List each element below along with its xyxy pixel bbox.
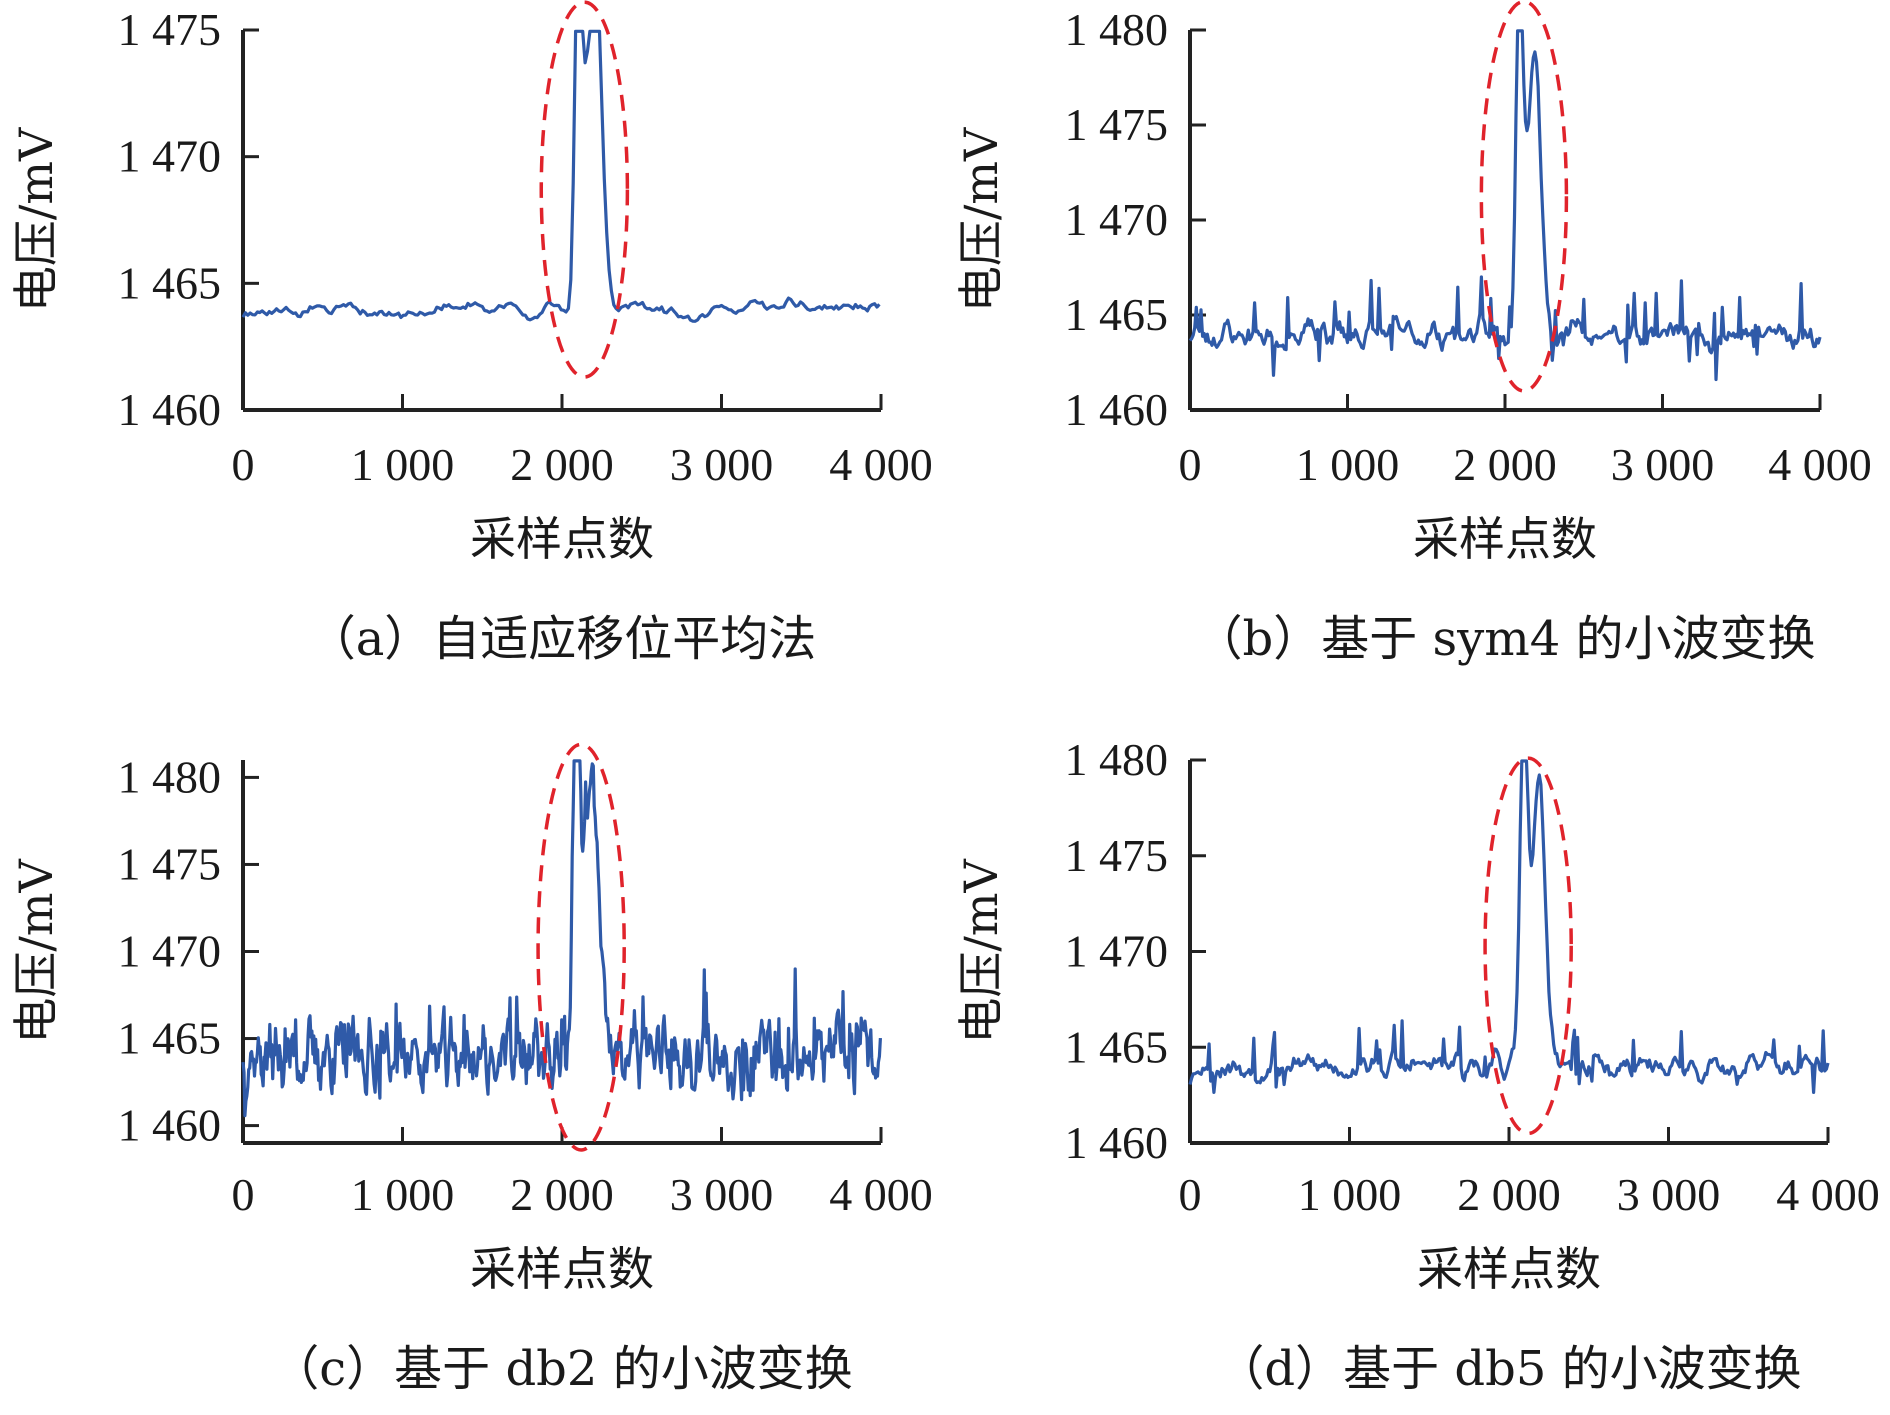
y-tick-label: 1 470 [118, 926, 222, 977]
x-tick-label: 4 000 [1776, 1169, 1880, 1220]
peak-highlight-ellipse [1479, 0, 1569, 393]
panel-caption: （c）基于 db2 的小波变换 [271, 1341, 852, 1397]
y-tick-label: 1 470 [1065, 194, 1169, 245]
signal-trace [1188, 29, 1822, 382]
x-tick-label: 3 000 [670, 1169, 774, 1220]
x-tick-label: 4 000 [829, 439, 933, 490]
x-tick-label: 0 [1179, 439, 1202, 490]
peak-highlight-ellipse [536, 742, 626, 1152]
y-tick-label: 1 475 [118, 4, 222, 55]
panel-caption: （d）基于 db5 的小波变换 [1216, 1341, 1801, 1397]
panel-caption: （a）自适应移位平均法 [308, 611, 817, 667]
y-tick-label: 1 480 [118, 751, 222, 802]
x-tick-label: 1 000 [1298, 1169, 1402, 1220]
signal-trace [241, 29, 881, 323]
chart-panel-a: 1 460 1 465 1 470 1 475 0 1 000 2 000 3 000 4 00… [9, 0, 933, 667]
chart-panel-c: 1 460 1 465 1 470 1 475 1 480 0 1 000 2 000 3 00… [9, 742, 933, 1397]
x-tick-label: 2 000 [1453, 439, 1557, 490]
x-tick-label: 2 000 [510, 1169, 614, 1220]
peak-highlight-ellipse [539, 0, 630, 379]
y-tick-label: 1 480 [1065, 4, 1169, 55]
signal-trace [1188, 759, 1830, 1095]
x-tick-label: 3 000 [1611, 439, 1715, 490]
peak-highlight-ellipse [1483, 756, 1573, 1136]
y-axis-title: 电压/mV [954, 859, 1008, 1044]
x-axis-title: 采样点数 [1417, 1242, 1601, 1296]
x-tick-label: 0 [232, 1169, 255, 1220]
x-tick-label: 3 000 [1617, 1169, 1721, 1220]
x-tick-label: 1 000 [351, 439, 455, 490]
x-tick-label: 2 000 [510, 439, 614, 490]
y-tick-label: 1 460 [118, 384, 222, 435]
y-axis-title: 电压/mV [9, 127, 63, 312]
y-tick-label: 1 465 [118, 257, 222, 308]
x-tick-label: 4 000 [829, 1169, 933, 1220]
x-axis-title: 采样点数 [1413, 512, 1597, 566]
x-tick-label: 0 [1179, 1169, 1202, 1220]
y-tick-label: 1 475 [1065, 99, 1169, 150]
y-axis-title: 电压/mV [9, 859, 63, 1044]
x-tick-label: 2 000 [1457, 1169, 1561, 1220]
x-tick-label: 4 000 [1768, 439, 1872, 490]
y-tick-label: 1 470 [118, 131, 222, 182]
y-tick-label: 1 460 [1065, 1117, 1169, 1168]
x-axis-title: 采样点数 [470, 1242, 654, 1296]
y-tick-label: 1 460 [1065, 384, 1169, 435]
chart-panel-d: 1 460 1 465 1 470 1 475 1 480 0 1 000 2 000 3 00… [954, 734, 1880, 1397]
x-tick-label: 1 000 [351, 1169, 455, 1220]
y-tick-label: 1 460 [118, 1100, 222, 1151]
y-tick-label: 1 475 [1065, 830, 1169, 881]
signal-trace [241, 759, 882, 1118]
y-tick-label: 1 480 [1065, 734, 1169, 785]
y-tick-label: 1 465 [1065, 1021, 1169, 1072]
x-tick-label: 1 000 [1296, 439, 1400, 490]
x-tick-label: 0 [232, 439, 255, 490]
y-axis-title: 电压/mV [954, 127, 1008, 312]
y-tick-label: 1 475 [118, 838, 222, 889]
y-tick-label: 1 470 [1065, 926, 1169, 977]
chart-panel-b: 1 460 1 465 1 470 1 475 1 480 0 1 000 2 000 3 00… [954, 0, 1872, 667]
x-tick-label: 3 000 [670, 439, 774, 490]
x-axis-title: 采样点数 [470, 512, 654, 566]
panel-caption: （b）基于 sym4 的小波变换 [1194, 611, 1815, 667]
y-tick-label: 1 465 [118, 1013, 222, 1064]
y-tick-label: 1 465 [1065, 289, 1169, 340]
